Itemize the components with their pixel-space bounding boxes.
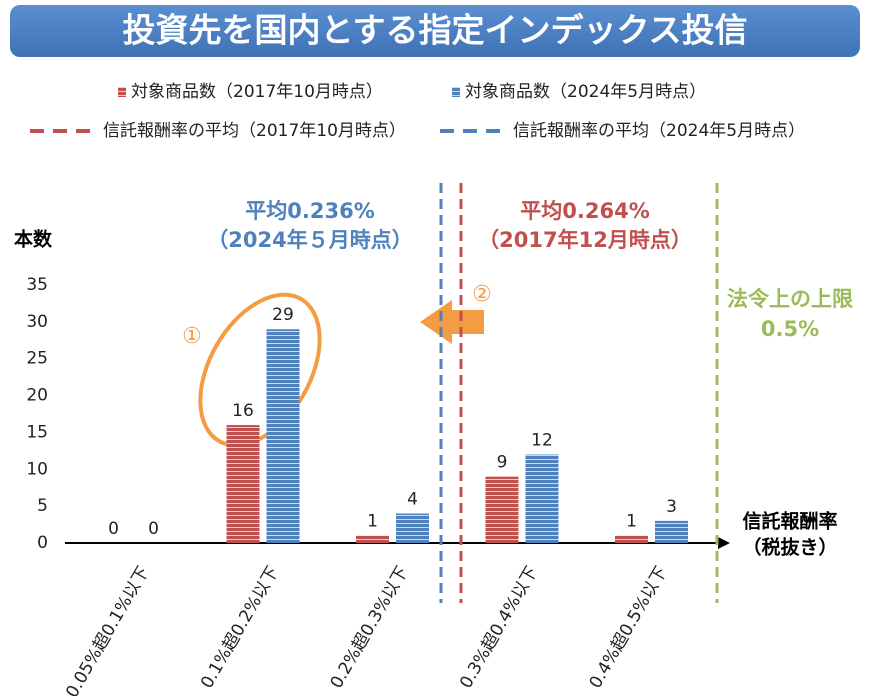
legend-label: 信託報酬率の平均（2024年5月時点）: [513, 121, 805, 141]
bar: [356, 535, 389, 543]
x-tick-label: 0.4%超0.5%以下: [586, 563, 672, 692]
callout: ①: [182, 324, 202, 349]
y-tick-label: 10: [26, 459, 48, 479]
x-tick-label: 0.1%超0.2%以下: [197, 563, 283, 692]
value-label: 0: [108, 519, 119, 539]
legend-marker: [452, 87, 460, 97]
annotation: 法令上の上限: [727, 287, 853, 311]
x-axis-label: 信託報酬率: [742, 510, 837, 533]
x-tick-label: 0.3%超0.4%以下: [456, 563, 542, 692]
legend-label: 信託報酬率の平均（2017年10月時点）: [103, 121, 406, 141]
value-label: 12: [531, 431, 553, 451]
highlight-ellipse: [198, 292, 322, 448]
bar: [485, 476, 519, 543]
y-tick-label: 30: [26, 312, 48, 332]
title-banner: [10, 5, 860, 57]
value-label: 3: [666, 497, 677, 517]
bar: [655, 520, 688, 543]
chart-title: 投資先を国内とする指定インデックス投信: [122, 11, 747, 50]
x-axis-label: （税抜き）: [742, 536, 837, 559]
annotation: 平均0.264%: [520, 199, 649, 223]
bar: [266, 329, 300, 543]
annotation: 0.5%: [761, 317, 819, 341]
annotation: 平均0.236%: [245, 199, 374, 223]
value-label: 29: [272, 305, 294, 325]
annotation: （2024年５月時点）: [207, 228, 412, 252]
y-tick-label: 0: [37, 533, 48, 553]
value-label: 9: [497, 453, 508, 473]
y-tick-label: 20: [26, 386, 48, 406]
value-label: 4: [407, 490, 418, 510]
y-tick-label: 5: [37, 496, 48, 516]
x-tick-label: 0.05%超0.1%以下: [62, 563, 153, 696]
legend-label: 対象商品数（2017年10月時点）: [131, 82, 383, 102]
value-label: 1: [626, 512, 637, 532]
value-label: 16: [232, 401, 254, 421]
bar: [396, 513, 429, 543]
y-tick-label: 25: [26, 349, 48, 369]
bar: [525, 454, 559, 543]
y-tick-label: 15: [26, 422, 48, 442]
callout: ②: [472, 282, 492, 307]
legend-label: 対象商品数（2024年5月時点）: [465, 82, 706, 102]
arrow: [420, 300, 484, 344]
legend-marker: [118, 87, 126, 97]
x-tick-label: 0.2%超0.3%以下: [327, 563, 413, 692]
value-label: 0: [148, 519, 159, 539]
annotation: （2017年12月時点）: [478, 228, 692, 252]
y-axis-label: 本数: [14, 228, 53, 251]
value-label: 1: [367, 512, 378, 532]
y-tick-label: 35: [26, 275, 48, 295]
bar: [615, 535, 648, 543]
axis-arrow: [718, 537, 730, 549]
bar: [226, 425, 260, 543]
